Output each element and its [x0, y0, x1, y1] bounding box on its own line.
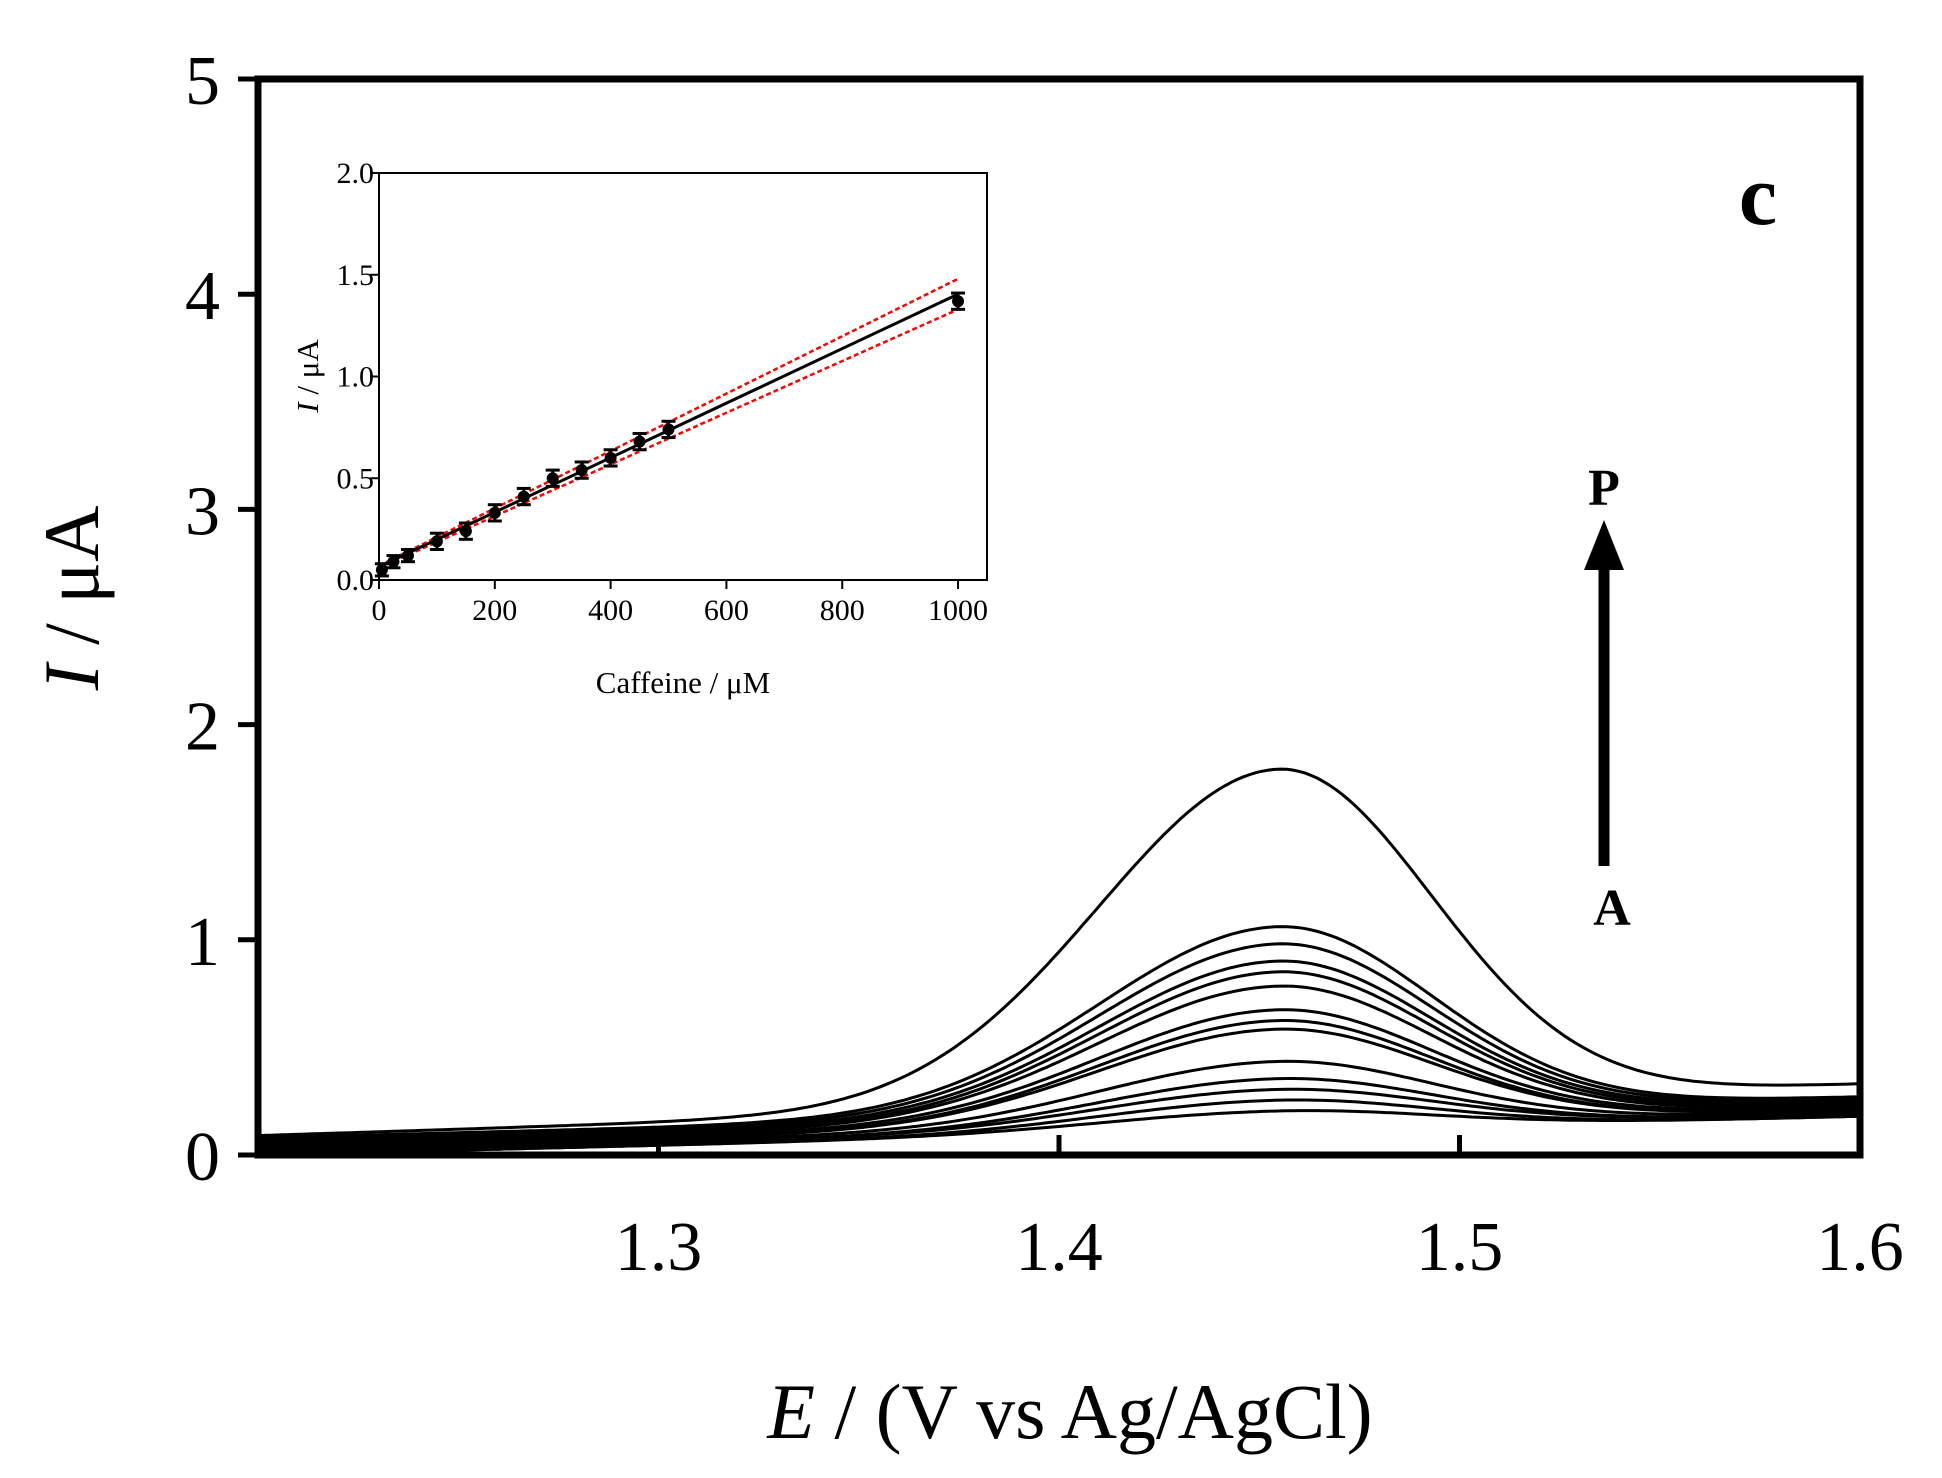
inset-x-tick-label: 200 [472, 594, 517, 627]
inset-data-point [488, 506, 501, 519]
inset-data-point [387, 555, 400, 568]
inset-data-point [633, 435, 646, 448]
inset-plot-frame [378, 172, 988, 581]
inset-data-point [604, 451, 617, 464]
voltammogram-curve-5 [257, 1059, 1861, 1153]
arrow-end-label: P [1588, 460, 1620, 517]
voltammogram-curve-10 [257, 970, 1861, 1146]
inset-x-tick-label: 0 [372, 594, 387, 627]
main-y-tick-label: 3 [185, 473, 220, 550]
inset-x-tick-label: 1000 [928, 594, 988, 627]
main-y-tick-label: 2 [185, 689, 220, 766]
inset-chart: 0 200 400 600 800 1000 0.0 0.5 1.0 1.5 2.0 I / μA… [290, 157, 988, 700]
voltammogram-curve-11 [257, 959, 1861, 1144]
inset-data-point [401, 549, 414, 562]
voltammogram-curve-2 [257, 1098, 1861, 1157]
inset-data-point [662, 423, 675, 436]
inset-data-point [375, 563, 388, 576]
inset-x-tick-label: 800 [820, 594, 865, 627]
voltammogram-curve-13 [257, 925, 1861, 1140]
inset-x-tick-label: 400 [588, 594, 633, 627]
main-x-tick-label: 1.6 [1816, 1209, 1904, 1286]
voltammogram-curve-4 [257, 1077, 1861, 1155]
inset-data-point [459, 525, 472, 538]
main-x-tick-label: 1.4 [1015, 1209, 1103, 1286]
arrow-start-label: A [1593, 880, 1631, 937]
inset-data-point [952, 295, 965, 308]
main-x-tick-label: 1.3 [615, 1209, 703, 1286]
inset-data-points [374, 291, 966, 578]
main-x-axis: 1.3 1.4 1.5 1.6 [615, 1135, 1904, 1286]
main-y-tick-label: 0 [185, 1119, 220, 1196]
inset-y-tick-label: 0.5 [337, 462, 375, 495]
inset-x-axis: 0 200 400 600 800 1000 [372, 580, 988, 627]
increase-arrow: P A [1584, 460, 1631, 937]
inset-data-point [575, 464, 588, 477]
main-x-axis-label: E / (V vs Ag/AgCl) [766, 1368, 1372, 1455]
main-y-axis-label: I / μA [28, 506, 115, 692]
voltammogram-curve-P [257, 767, 1861, 1138]
inset-confidence-lower [378, 308, 959, 569]
voltammogram-curve-8 [257, 1008, 1861, 1148]
inset-y-tick-label: 1.5 [337, 259, 375, 292]
main-x-tick-label: 1.5 [1416, 1209, 1504, 1286]
main-y-tick-label: 4 [185, 258, 220, 335]
inset-y-tick-label: 0.0 [337, 564, 375, 597]
inset-data-point [430, 535, 443, 548]
inset-y-axis: 0.0 0.5 1.0 1.5 2.0 [337, 157, 379, 597]
arrowhead-icon [1584, 520, 1624, 570]
main-y-tick-label: 5 [185, 43, 220, 120]
panel-label: c [1739, 147, 1777, 243]
main-y-axis: 0 1 2 3 4 5 [185, 43, 258, 1196]
inset-y-tick-label: 2.0 [337, 157, 375, 190]
inset-x-axis-label: Caffeine / μM [596, 665, 770, 700]
main-chart: 1.3 1.4 1.5 1.6 0 1 2 3 4 5 I / μA E / (V vs Ag/… [28, 43, 1904, 1455]
main-curves [257, 767, 1861, 1157]
voltammogram-curve-7 [257, 1019, 1861, 1150]
inset-y-tick-label: 1.0 [337, 361, 375, 394]
main-y-tick-label: 1 [185, 904, 220, 981]
inset-data-point [517, 490, 530, 503]
inset-y-axis-label: I / μA [290, 339, 325, 414]
inset-x-tick-label: 600 [704, 594, 749, 627]
voltammogram-curve-12 [257, 942, 1861, 1142]
inset-data-point [546, 472, 559, 485]
